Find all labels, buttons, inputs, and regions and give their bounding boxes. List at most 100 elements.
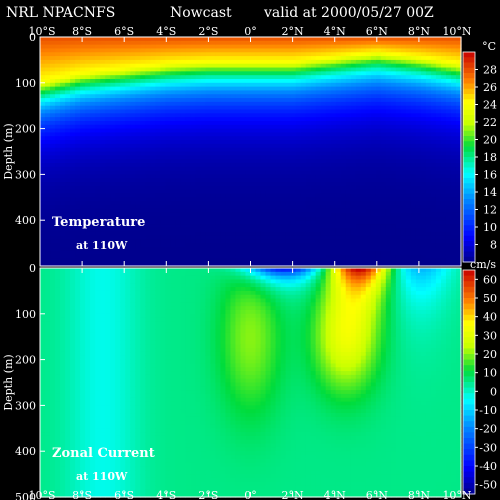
cell xyxy=(440,155,447,160)
cell xyxy=(210,193,217,198)
cell xyxy=(430,128,437,134)
cell xyxy=(85,147,91,153)
cell xyxy=(260,197,267,202)
cell xyxy=(335,120,342,126)
cell xyxy=(185,63,191,69)
cell xyxy=(100,67,106,72)
cell xyxy=(170,82,176,88)
cell xyxy=(445,140,452,145)
cell xyxy=(345,166,352,172)
cell xyxy=(240,246,247,252)
cell xyxy=(290,235,297,240)
cell xyxy=(160,185,166,191)
cell xyxy=(360,235,367,240)
cell xyxy=(140,204,146,210)
cell xyxy=(240,250,247,256)
cell xyxy=(40,197,46,202)
cell xyxy=(205,224,211,229)
cell xyxy=(165,40,171,46)
cell xyxy=(105,90,111,95)
cell xyxy=(175,117,181,122)
cell xyxy=(215,40,222,46)
cell xyxy=(415,105,422,111)
cell xyxy=(230,48,237,53)
cell xyxy=(440,71,447,76)
cell xyxy=(250,159,257,164)
cell xyxy=(160,151,166,156)
cell xyxy=(180,143,186,149)
cell xyxy=(255,101,262,107)
cell xyxy=(395,124,402,130)
cell xyxy=(110,52,116,57)
cell xyxy=(305,52,312,57)
cell xyxy=(90,193,96,198)
cell xyxy=(410,67,417,72)
cell xyxy=(435,90,442,95)
cell xyxy=(400,189,407,195)
cell xyxy=(210,159,217,164)
cell xyxy=(285,262,292,267)
cell xyxy=(195,143,201,149)
cell xyxy=(220,162,227,168)
cell xyxy=(250,98,257,103)
cell xyxy=(325,40,332,46)
cell xyxy=(105,239,111,244)
cell xyxy=(185,250,191,256)
cell xyxy=(260,212,267,217)
cell xyxy=(225,44,232,50)
cell xyxy=(370,94,377,99)
cell xyxy=(215,166,222,172)
cell xyxy=(450,197,457,202)
cell xyxy=(160,101,166,107)
cell xyxy=(55,71,61,76)
cell xyxy=(140,44,146,50)
cell xyxy=(80,94,86,99)
cell xyxy=(350,101,357,107)
cell xyxy=(445,94,452,99)
cell xyxy=(390,67,397,72)
cell xyxy=(275,239,282,244)
cell xyxy=(135,262,141,267)
cell xyxy=(40,140,46,145)
cell xyxy=(85,208,91,214)
cell xyxy=(250,48,257,53)
cell xyxy=(145,224,151,229)
cell xyxy=(395,246,402,252)
cell xyxy=(280,147,287,153)
cell xyxy=(435,231,442,237)
cell xyxy=(45,143,51,149)
cell xyxy=(145,193,151,198)
cell xyxy=(185,197,191,202)
cell xyxy=(330,174,337,179)
cell xyxy=(250,174,257,179)
cell xyxy=(270,63,277,69)
cell xyxy=(295,155,302,160)
cell xyxy=(250,40,257,46)
cell xyxy=(210,98,217,103)
cell xyxy=(130,193,136,198)
cell xyxy=(190,132,196,137)
cell xyxy=(180,113,186,118)
cell xyxy=(375,143,382,149)
cell xyxy=(205,166,211,172)
cell xyxy=(310,59,317,65)
cell xyxy=(440,216,447,221)
cell xyxy=(405,224,412,229)
cell xyxy=(325,197,332,202)
cell xyxy=(180,56,186,61)
cell xyxy=(215,71,222,76)
cell xyxy=(375,166,382,172)
cell xyxy=(280,140,287,145)
cell xyxy=(340,147,347,153)
cell xyxy=(445,204,452,210)
cell xyxy=(395,204,402,210)
cell xyxy=(210,178,217,183)
cell xyxy=(120,155,126,160)
cell xyxy=(70,166,76,172)
cell xyxy=(220,105,227,111)
cell xyxy=(170,128,176,134)
cell xyxy=(235,44,242,50)
cell xyxy=(295,147,302,153)
cell xyxy=(95,101,101,107)
cell xyxy=(290,212,297,217)
